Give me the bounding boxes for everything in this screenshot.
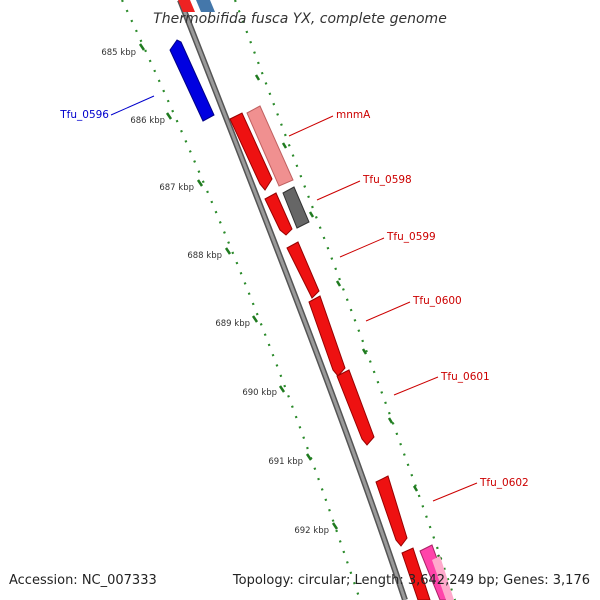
tick-label-692: 692 kbp [294,526,329,536]
gene-bottom-red [401,547,431,600]
tick-label-685: 685 kbp [101,48,136,58]
gene-tfu0601 [336,369,375,446]
gene-label-tfu0599: Tfu_0599 [386,231,436,243]
tick-label-686: 686 kbp [130,116,165,126]
outer-tick-track [121,0,362,600]
gene-tfu0599 [286,241,320,299]
gene-top-blue [196,0,215,12]
tick-label-688: 688 kbp [187,251,222,261]
major-ticks-right [254,74,443,561]
gene-label-tfu0600: Tfu_0600 [412,295,462,307]
accession-text: Accession: NC_007333 [9,573,157,588]
gene-forward-2 [264,192,293,236]
gene-label-tfu0598: Tfu_0598 [362,174,412,186]
gene-tfu0602 [375,475,408,547]
gene-bottom-lightpink [432,556,454,600]
tick-label-690: 690 kbp [242,388,277,398]
gene-mnma [246,105,294,187]
gene-tfu0598 [282,186,310,229]
gene-tfu0600 [308,295,346,377]
gene-label-tfu0596: Tfu_0596 [59,109,109,121]
gene-forward-1 [229,112,273,191]
gene-label-mnma: mnmA [336,109,371,121]
gene-top-red [178,0,195,12]
gene-tfu0596 [169,39,215,122]
label-leaders [110,95,478,502]
topology-text: Topology: circular; Length: 3,642,249 bp… [232,573,590,588]
map-title: Thermobifida fusca YX, complete genome [153,11,447,27]
tick-label-687: 687 kbp [159,183,194,193]
gene-label-tfu0602: Tfu_0602 [479,477,529,489]
tick-label-691: 691 kbp [268,457,303,467]
tick-label-689: 689 kbp [215,319,250,329]
major-ticks [138,43,339,530]
gene-label-tfu0601: Tfu_0601 [440,371,490,383]
